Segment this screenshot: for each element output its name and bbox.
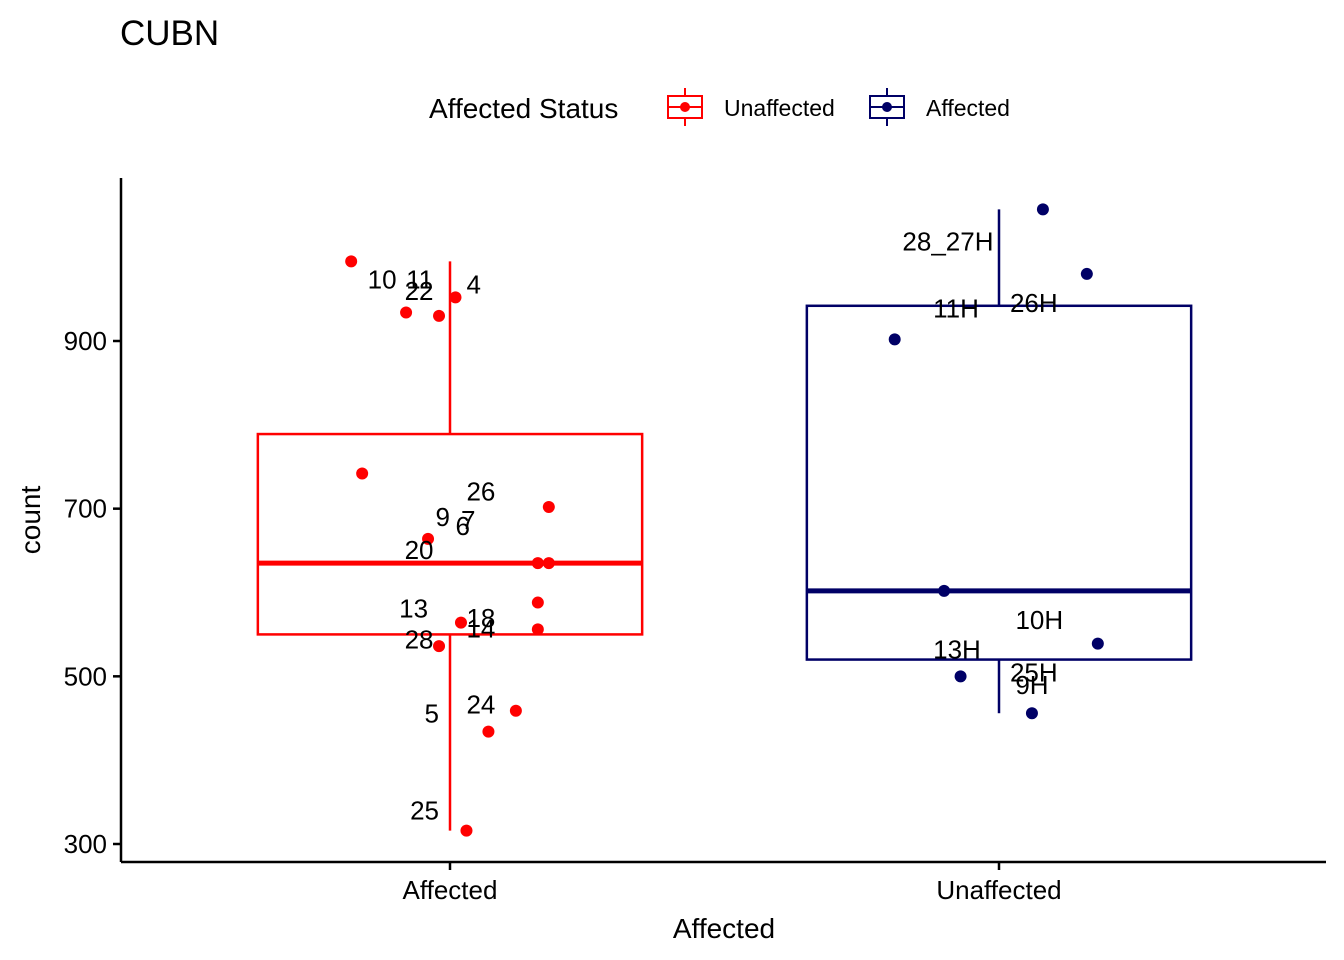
point-label: 9H xyxy=(1015,670,1048,700)
point-label: 28_27H xyxy=(902,226,993,256)
data-point xyxy=(422,532,435,545)
legend-key-affected xyxy=(869,88,905,126)
x-tick-label: Affected xyxy=(403,875,498,905)
point-label: 10 xyxy=(368,264,397,294)
data-point xyxy=(531,557,544,570)
data-point xyxy=(433,640,446,653)
data-point xyxy=(356,467,369,480)
data-point xyxy=(482,725,495,738)
data-point xyxy=(460,824,473,837)
data-point xyxy=(954,670,967,683)
x-tick-label: Unaffected xyxy=(936,875,1061,905)
legend-key-unaffected xyxy=(667,88,703,126)
data-point xyxy=(938,584,951,597)
point-label: 18 xyxy=(466,603,495,633)
data-point xyxy=(542,557,555,570)
data-point xyxy=(433,309,446,322)
point-label: 11H xyxy=(933,293,979,323)
y-tick-label: 900 xyxy=(64,326,107,356)
legend-label-unaffected: Unaffected xyxy=(724,95,835,121)
legend: Affected Status Unaffected Affected xyxy=(429,88,1010,126)
point-label: 11 xyxy=(406,264,433,294)
box-affected xyxy=(256,432,644,636)
point-label: 9 xyxy=(436,502,450,532)
point-label: 10H xyxy=(1015,605,1063,635)
point-label: 6 xyxy=(455,511,469,541)
x-axis-title: Affected xyxy=(673,913,775,944)
point-label: 25H xyxy=(1010,658,1058,688)
legend-title: Affected Status xyxy=(429,93,618,124)
point-label: 26 xyxy=(466,476,495,506)
data-point xyxy=(1025,707,1038,720)
y-tick-label: 300 xyxy=(64,829,107,859)
point-label: 28 xyxy=(405,624,434,654)
data-point xyxy=(449,291,462,304)
data-point xyxy=(1080,267,1093,280)
data-point xyxy=(345,255,358,268)
data-point xyxy=(1036,203,1049,216)
chart-title: CUBN xyxy=(120,14,219,53)
axes: 300 500 700 900 Affected Unaffected xyxy=(64,178,1326,905)
data-point xyxy=(400,306,413,319)
point-label: 13 xyxy=(399,594,428,624)
point-label: 4 xyxy=(466,269,480,299)
box-unaffected xyxy=(805,304,1193,661)
data-point xyxy=(1091,637,1104,650)
data-point xyxy=(542,500,555,513)
point-label: 13H xyxy=(933,634,981,664)
point-label: 24 xyxy=(466,690,495,720)
data-point xyxy=(454,616,467,629)
legend-label-affected: Affected xyxy=(926,95,1010,121)
point-label: 14 xyxy=(466,614,495,644)
point-label: 26H xyxy=(1010,288,1058,318)
plot-area: 10 11 4 22 26 9 6 20 7 13 14 28 18 5 24 25 28_27H 26H 11H 1… xyxy=(256,203,1193,837)
point-label: 22 xyxy=(405,276,434,306)
data-point xyxy=(531,623,544,636)
point-label: 25 xyxy=(410,796,439,826)
point-label: 5 xyxy=(425,699,439,729)
point-label: 20 xyxy=(405,535,434,565)
data-point xyxy=(888,333,901,346)
point-label: 7 xyxy=(461,505,475,535)
y-axis-title: count xyxy=(15,486,46,555)
data-point xyxy=(531,596,544,609)
y-tick-label: 500 xyxy=(64,661,107,691)
y-tick-label: 700 xyxy=(64,494,107,524)
data-point xyxy=(509,704,522,717)
